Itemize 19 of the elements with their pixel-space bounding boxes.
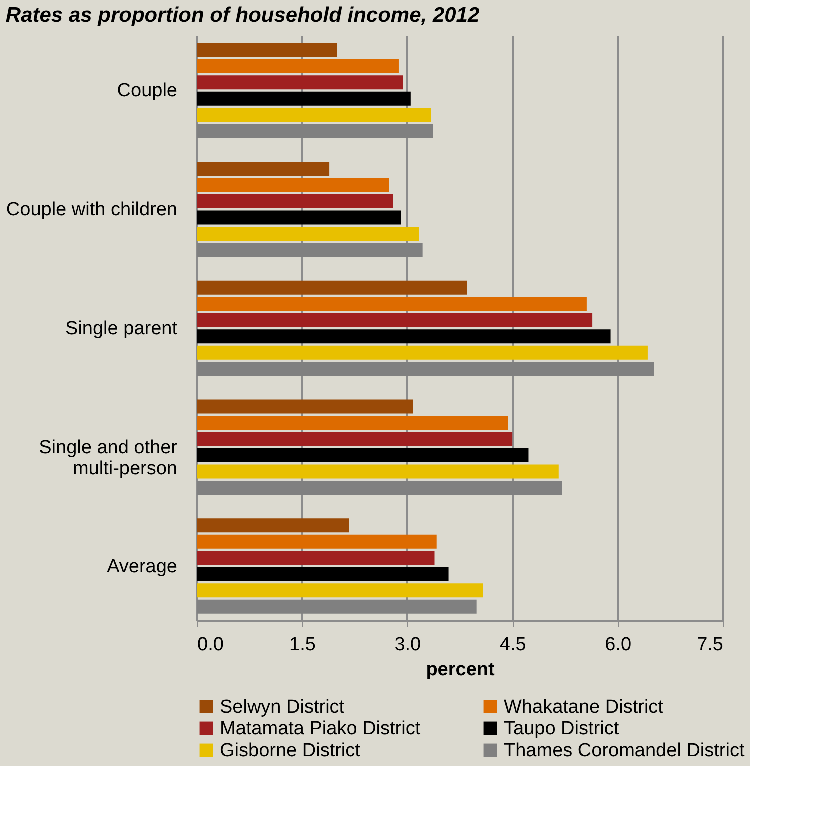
y-tick-label: Couple with children: [6, 200, 178, 221]
x-tick-label: 7.5: [697, 634, 724, 656]
legend-label: Thames Coromandel District: [504, 740, 746, 762]
y-tick-label: Couple: [117, 80, 178, 102]
x-tick-label: 1.5: [289, 634, 316, 656]
x-tick-label: 4.5: [500, 634, 526, 656]
legend-label: Matamata Piako District: [220, 718, 422, 740]
y-tick-label: Single and other multi-person: [39, 437, 178, 480]
legend-label: Whakatane District: [504, 696, 664, 718]
x-axis-title: percent: [426, 660, 496, 680]
x-tick-label: 6.0: [605, 634, 632, 656]
legend-label: Selwyn District: [220, 696, 346, 718]
y-tick-label: Average: [107, 556, 178, 578]
x-tick-label: 0.0: [198, 634, 224, 656]
legend-label: Gisborne District: [220, 740, 362, 762]
chart-title: Rates as proportion of household income, 2012: [6, 4, 480, 27]
legend-label: Taupo District: [504, 718, 620, 740]
x-tick-label: 3.0: [394, 634, 422, 656]
y-tick-label: Single parent: [66, 318, 178, 340]
